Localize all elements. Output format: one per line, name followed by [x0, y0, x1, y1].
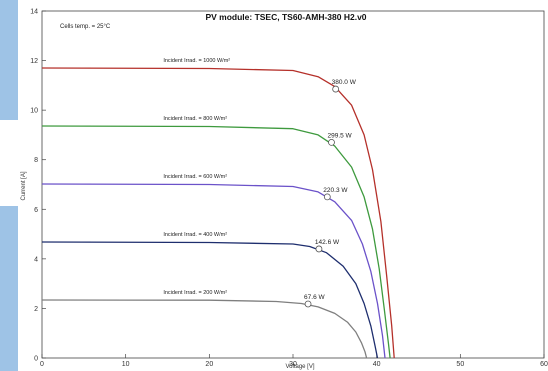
y-tick-label: 2 — [34, 306, 38, 313]
y-tick-label: 12 — [30, 58, 38, 65]
mpp-label-3: 142.6 W — [315, 239, 340, 246]
axis-ticks: 0 10 20 30 40 50 60 0 2 4 6 8 10 12 14 — [30, 9, 548, 369]
y-tick-label: 6 — [34, 207, 38, 214]
iv-curve-1 — [41, 125, 391, 359]
iv-curve-3 — [41, 241, 379, 359]
labels-group: 380.0 W Incident Irrad. = 1000 W/m² 299.5 … — [163, 58, 356, 301]
mpp-label-4: 67.6 W — [304, 294, 325, 301]
y-tick-label: 14 — [30, 9, 38, 16]
x-tick-label: 20 — [205, 361, 213, 368]
curves-group — [41, 67, 395, 359]
mpp-marker-3 — [315, 245, 323, 253]
y-tick-label: 10 — [30, 108, 38, 115]
x-tick-label: 40 — [373, 361, 381, 368]
mpp-label-2: 220.3 W — [323, 187, 348, 194]
mpp-label-1: 299.5 W — [327, 132, 352, 139]
curve-label-1: Incident Irrad. = 800 W/m² — [163, 116, 227, 122]
curve-label-2: Incident Irrad. = 600 W/m² — [163, 174, 227, 180]
y-axis-label: Current [A] — [21, 171, 27, 200]
curve-label-0: Incident Irrad. = 1000 W/m² — [163, 58, 230, 64]
cells-temp-note: Cells temp. = 25°C — [60, 24, 111, 30]
x-tick-label: 60 — [540, 361, 548, 368]
mpp-label-0: 380.0 W — [332, 79, 357, 86]
y-tick-label: 0 — [34, 356, 38, 363]
x-tick-label: 10 — [122, 361, 130, 368]
curve-label-4: Incident Irrad. = 200 W/m² — [163, 290, 227, 296]
chart-title: PV module: TSEC, TS60-AMH-380 H2.v0 — [205, 12, 366, 22]
curve-label-3: Incident Irrad. = 400 W/m² — [163, 232, 227, 238]
mpp-marker-1 — [328, 138, 335, 146]
x-tick-label: 30 — [289, 361, 297, 368]
mpp-marker-4 — [304, 300, 312, 308]
x-axis-label: Voltage [V] — [285, 364, 314, 370]
x-tick-label: 0 — [40, 361, 44, 368]
y-tick-label: 8 — [34, 157, 38, 164]
iv-curve-4 — [41, 299, 368, 359]
mpp-marker-2 — [323, 193, 331, 201]
left-window-strip-top — [0, 0, 18, 120]
x-tick-label: 50 — [456, 361, 464, 368]
mpp-marker-0 — [332, 85, 340, 93]
left-window-strip-bottom — [0, 206, 18, 371]
iv-curve-0 — [41, 67, 395, 359]
iv-curve-2 — [41, 183, 386, 359]
y-tick-label: 4 — [34, 256, 38, 263]
